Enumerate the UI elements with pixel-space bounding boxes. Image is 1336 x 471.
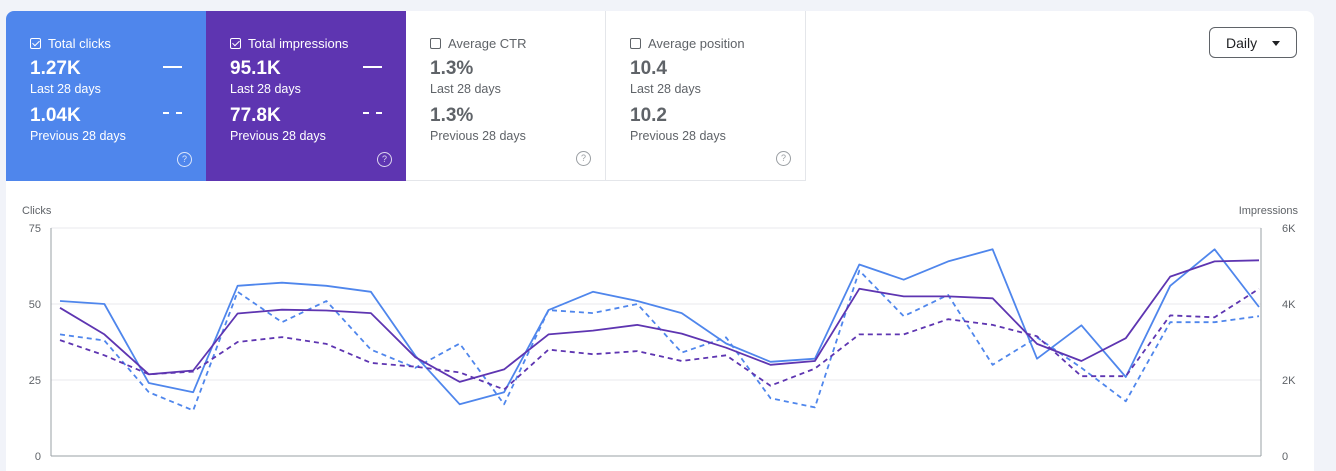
solid-line-legend-icon [363, 66, 382, 68]
metric-previous-period: Previous 28 days [30, 129, 126, 143]
metric-header: Total impressions [230, 35, 382, 51]
metric-label: Total impressions [248, 35, 349, 51]
metric-label: Average position [648, 35, 745, 51]
metric-current-value: 95.1K [230, 58, 281, 79]
left-axis-label: Clicks [22, 205, 52, 217]
metric-tile-total-impressions[interactable]: Total impressions 95.1K Last 28 days 77.… [206, 11, 406, 181]
left-tick-label: 25 [29, 375, 41, 387]
granularity-dropdown[interactable]: Daily [1209, 27, 1297, 58]
metric-tile-total-clicks[interactable]: Total clicks 1.27K Last 28 days 1.04K Pr… [6, 11, 206, 181]
left-tick-label: 75 [29, 223, 41, 235]
help-icon[interactable]: ? [776, 151, 791, 166]
performance-chart: 0 0 25 2K 50 4K 75 6K [29, 223, 1296, 463]
metric-label: Average CTR [448, 35, 527, 51]
impressions-previous-line [59, 288, 1260, 391]
impressions-current-line [59, 259, 1260, 383]
dashed-line-legend-icon [163, 112, 182, 114]
right-tick-label: 2K [1282, 375, 1296, 387]
left-tick-label: 50 [29, 299, 41, 311]
chart-ticks: 0 0 25 2K 50 4K 75 6K [29, 223, 1296, 463]
metric-current-value: 10.4 [630, 58, 667, 79]
clicks-current-line [59, 248, 1260, 406]
metric-tiles: Total clicks 1.27K Last 28 days 1.04K Pr… [6, 11, 806, 181]
checkbox-checked-icon[interactable] [230, 37, 241, 49]
performance-card: Total clicks 1.27K Last 28 days 1.04K Pr… [6, 11, 1314, 471]
chart-grid [50, 227, 1262, 457]
metric-tile-average-position[interactable]: Average position 10.4 Last 28 days 10.2 … [606, 11, 806, 181]
metric-current-period: Last 28 days [630, 82, 701, 96]
granularity-selected-value: Daily [1226, 34, 1258, 51]
metric-current-value: 1.3% [430, 58, 474, 79]
chart-series [59, 248, 1260, 412]
metric-previous-value: 10.2 [630, 105, 667, 126]
metric-current-period: Last 28 days [230, 82, 301, 96]
metric-current-period: Last 28 days [30, 82, 101, 96]
metric-current-period: Last 28 days [430, 82, 501, 96]
right-axis-label: Impressions [1238, 205, 1298, 217]
left-tick-label: 0 [35, 451, 41, 463]
metric-previous-value: 1.04K [30, 105, 81, 126]
right-tick-label: 6K [1282, 223, 1296, 235]
metric-previous-value: 1.3% [430, 105, 474, 126]
metric-header: Average position [630, 35, 781, 51]
metric-previous-period: Previous 28 days [630, 129, 726, 143]
checkbox-checked-icon[interactable] [30, 37, 41, 49]
metric-previous-value: 77.8K [230, 105, 281, 126]
checkbox-unchecked-icon[interactable] [630, 37, 641, 49]
metric-label: Total clicks [48, 35, 111, 51]
solid-line-legend-icon [163, 66, 182, 68]
right-tick-label: 4K [1282, 299, 1296, 311]
dashed-line-legend-icon [363, 112, 382, 114]
help-icon[interactable]: ? [377, 152, 392, 167]
help-icon[interactable]: ? [576, 151, 591, 166]
metric-header: Average CTR [430, 35, 581, 51]
metric-current-value: 1.27K [30, 58, 81, 79]
right-tick-label: 0 [1282, 451, 1288, 463]
help-icon[interactable]: ? [177, 152, 192, 167]
metric-header: Total clicks [30, 35, 182, 51]
metric-previous-period: Previous 28 days [430, 129, 526, 143]
caret-down-icon [1272, 41, 1280, 46]
metric-tile-average-ctr[interactable]: Average CTR 1.3% Last 28 days 1.3% Previ… [406, 11, 606, 181]
clicks-previous-line [59, 269, 1260, 412]
metric-previous-period: Previous 28 days [230, 129, 326, 143]
checkbox-unchecked-icon[interactable] [430, 37, 441, 49]
